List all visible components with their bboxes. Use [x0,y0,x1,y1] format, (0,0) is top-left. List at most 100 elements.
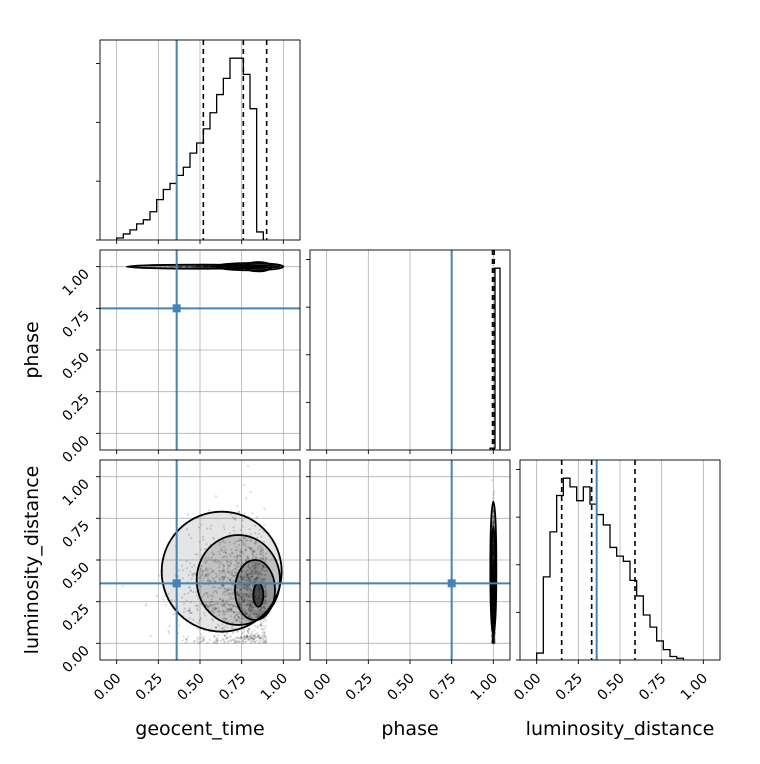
scatter-point [217,570,220,573]
scatter-point [201,265,204,268]
scatter-point [212,610,215,613]
scatter-point [182,602,186,605]
scatter-point [228,532,232,535]
scatter-point [239,265,242,269]
scatter-point [249,265,252,268]
scatter-point [220,265,223,268]
scatter-point [242,265,245,268]
scatter-point [213,635,216,638]
scatter-point [215,590,218,593]
scatter-point [237,510,241,513]
scatter-point [219,639,223,643]
scatter-point [164,603,167,606]
scatter-point [231,265,235,269]
scatter-point [212,603,216,607]
scatter-point [206,265,209,268]
scatter-point [239,588,242,592]
scatter-point [248,265,251,268]
scatter-point [191,265,195,268]
scatter-point [217,639,220,642]
scatter-point [228,572,231,575]
scatter-point [193,265,196,268]
scatter-point [248,580,251,583]
scatter-point [223,265,226,268]
scatter-point [215,626,218,629]
scatter-point [212,265,215,268]
scatter-point [254,578,257,581]
scatter-point [238,597,241,600]
scatter-point [240,265,243,268]
scatter-point [236,265,239,269]
scatter-point [233,265,236,268]
scatter-point [235,619,238,622]
scatter-point [227,265,230,268]
scatter-point [211,265,215,268]
scatter-point [241,539,244,543]
scatter-point [200,265,203,268]
scatter-point [246,589,249,592]
scatter-point [231,265,234,269]
scatter-point [231,265,235,268]
scatter-point [240,636,243,639]
scatter-point [248,638,251,641]
scatter-point [222,564,225,567]
scatter-point [245,265,249,268]
scatter-point [252,612,255,615]
scatter-point [192,265,195,268]
scatter-point [240,265,243,268]
scatter-point [236,265,240,268]
scatter-point [233,265,236,268]
scatter-point [251,572,254,575]
scatter-point [241,265,245,268]
scatter-point [168,624,171,627]
scatter-point [249,578,252,581]
scatter-point [214,639,218,642]
scatter-point [239,265,242,268]
scatter-point [220,265,224,268]
scatter-point [208,265,211,268]
scatter-point [234,613,238,617]
scatter-point [200,523,203,526]
scatter-point [211,265,214,268]
scatter-point [237,265,240,268]
scatter-point [230,265,233,268]
scatter-point [221,609,224,612]
scatter-point [230,265,233,268]
scatter-point [186,265,189,268]
scatter-point [207,573,211,576]
scatter-point [243,512,246,515]
scatter-point [259,623,262,626]
scatter-point [206,574,210,578]
scatter-point [207,265,211,268]
scatter-point [249,637,252,640]
scatter-point [251,575,254,578]
scatter-point [221,265,224,269]
scatter-point [261,628,265,631]
scatter-point [205,265,208,268]
scatter-point [241,640,245,643]
scatter-point [237,265,240,268]
scatter-point [224,265,227,269]
scatter-point [204,265,207,268]
scatter-point [180,265,183,268]
scatter-point [259,640,262,643]
scatter-point [212,265,215,268]
scatter-point [235,546,238,549]
scatter-point [221,623,224,626]
scatter-point [233,265,236,269]
scatter-point [242,265,245,268]
scatter-point [195,265,198,269]
scatter-point [226,265,229,268]
scatter-point [201,265,204,269]
scatter-point [229,635,232,638]
scatter-point [201,265,204,268]
scatter-point [212,591,215,594]
scatter-point [235,593,239,596]
scatter-point [231,265,234,269]
scatter-point [237,265,240,268]
scatter-point [233,265,236,268]
scatter-point [110,265,113,268]
scatter-point [196,553,199,556]
scatter-point [177,265,180,268]
scatter-point [210,265,214,268]
